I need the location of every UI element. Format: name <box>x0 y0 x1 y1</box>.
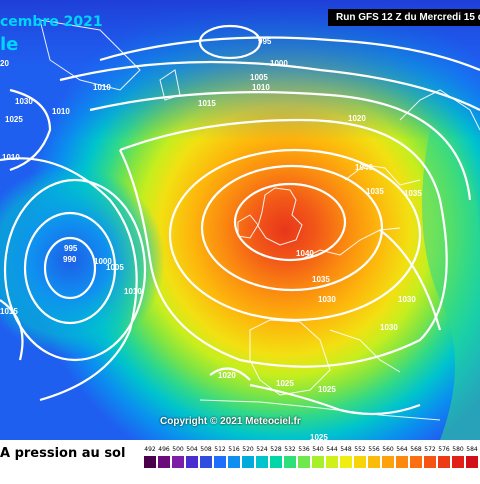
isobar-label: 1015 <box>198 99 216 108</box>
isobar-label: 995 <box>258 37 272 46</box>
legend-label: A pression au sol <box>0 446 126 461</box>
scale-value: 512 <box>214 446 226 453</box>
scale-swatch <box>396 456 408 468</box>
scale-swatch <box>298 456 310 468</box>
scale-swatch <box>410 456 422 468</box>
scale-value: 508 <box>200 446 212 453</box>
isobar-label: 1010 <box>252 83 270 92</box>
isobar-label: 1005 <box>250 73 268 82</box>
scale-swatch <box>256 456 268 468</box>
scale-swatch <box>214 456 226 468</box>
scale-value: 556 <box>368 446 380 453</box>
scale-swatch <box>144 456 156 468</box>
isobar-label: 1010 <box>52 107 70 116</box>
isobar-label: 1020 <box>348 114 366 123</box>
scale-value: 536 <box>298 446 310 453</box>
scale-value: 580 <box>452 446 464 453</box>
scale-swatch <box>354 456 366 468</box>
isobar-label: 1040 <box>296 249 314 258</box>
isobar-label: 1030 <box>380 323 398 332</box>
isobar-label: 1035 <box>404 189 422 198</box>
scale-value: 572 <box>424 446 436 453</box>
scale-value: 504 <box>186 446 198 453</box>
isobar-labels: 995 1000 1005 1010 1015 1020 1030 1025 1… <box>0 37 422 442</box>
scale-value: 496 <box>158 446 170 453</box>
isobar-label: 1025 <box>5 115 23 124</box>
coastlines <box>39 19 480 421</box>
isobar-label: 1005 <box>106 263 124 272</box>
isobar-label: 1010 <box>2 153 20 162</box>
scale-swatch <box>368 456 380 468</box>
isobar-lines <box>0 24 480 416</box>
isobar-label: 1035 <box>312 275 330 284</box>
isobar-label: 1000 <box>94 257 112 266</box>
isobar-label: 1025 <box>310 433 328 442</box>
scale-swatch <box>340 456 352 468</box>
scale-value: 552 <box>354 446 366 453</box>
scale-swatch <box>452 456 464 468</box>
scale-value: 516 <box>228 446 240 453</box>
scale-swatch <box>242 456 254 468</box>
scale-swatch <box>326 456 338 468</box>
scale-swatch <box>438 456 450 468</box>
scale-value: 492 <box>144 446 156 453</box>
scale-value: 568 <box>410 446 422 453</box>
scale-swatch <box>312 456 324 468</box>
scale-swatch <box>200 456 212 468</box>
scale-value: 548 <box>340 446 352 453</box>
isobar-label: 1030 <box>318 295 336 304</box>
isobar-label: 995 <box>64 244 78 253</box>
scale-swatch <box>424 456 436 468</box>
isobar-label: 1035 <box>366 187 384 196</box>
scale-value: 560 <box>382 446 394 453</box>
scale-swatch <box>466 456 478 468</box>
isobar-label: 1015 <box>0 307 18 316</box>
scale-value: 520 <box>242 446 254 453</box>
isobar-label: 1025 <box>276 379 294 388</box>
scale-value: 540 <box>312 446 324 453</box>
scale-swatch <box>228 456 240 468</box>
scale-swatch <box>284 456 296 468</box>
scale-value: 524 <box>256 446 268 453</box>
scale-value: 532 <box>284 446 296 453</box>
isobar-label: 1025 <box>318 385 336 394</box>
scale-value: 564 <box>396 446 408 453</box>
isobar-label: 20 <box>0 59 9 68</box>
scale-value: 544 <box>326 446 338 453</box>
scale-swatch <box>270 456 282 468</box>
scale-swatch <box>186 456 198 468</box>
isobar-label: 1000 <box>270 59 288 68</box>
scale-value: 500 <box>172 446 184 453</box>
isobar-label: 1020 <box>218 371 236 380</box>
scale-value: 528 <box>270 446 282 453</box>
isobar-label: 1030 <box>15 97 33 106</box>
isobar-label: 990 <box>63 255 77 264</box>
scale-swatch <box>382 456 394 468</box>
scale-swatch <box>172 456 184 468</box>
isobar-label: 1030 <box>398 295 416 304</box>
scale-value: 576 <box>438 446 450 453</box>
scale-value: 584 <box>466 446 478 453</box>
isobar-label: 1010 <box>93 83 111 92</box>
isobar-label: 1040 <box>355 163 373 172</box>
scale-swatch <box>158 456 170 468</box>
color-scale: 492 496 500 504 508 512 516 520 524 528 532 536 540 5… <box>144 446 480 476</box>
isobar-label: 1010 <box>124 287 142 296</box>
